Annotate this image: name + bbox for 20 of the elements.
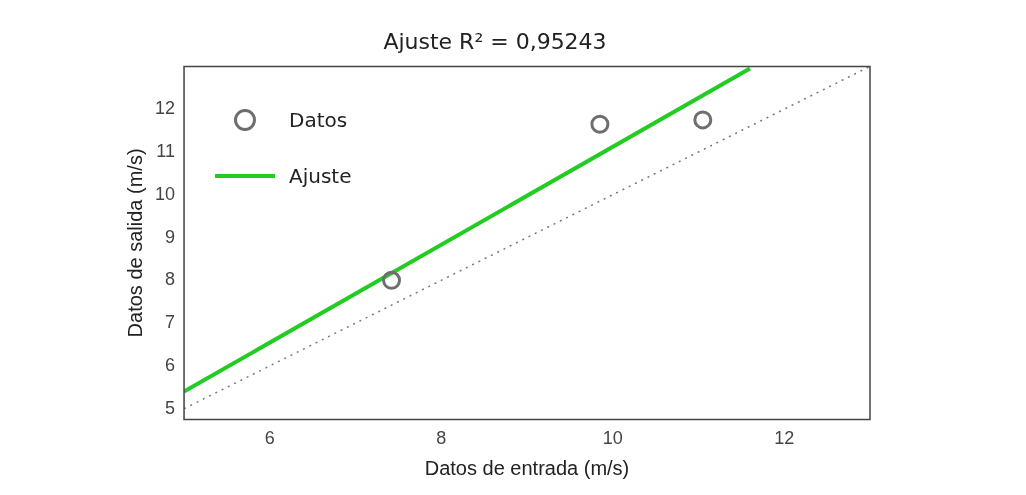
legend-label: Datos	[289, 108, 348, 132]
y-tick-label: 9	[165, 226, 176, 247]
y-tick-label: 8	[165, 269, 176, 290]
legend-label: Ajuste	[289, 164, 352, 188]
y-tick-label: 7	[165, 312, 176, 333]
chart-title: Ajuste R² = 0,95243	[383, 28, 607, 54]
y-tick-label: 11	[156, 140, 176, 161]
y-tick-label: 5	[165, 397, 176, 418]
point	[693, 110, 713, 130]
x-tick-label: 8	[436, 428, 447, 449]
point	[382, 270, 402, 290]
point	[590, 114, 610, 134]
y-tick-label: 10	[154, 183, 176, 204]
x-tick-label: 12	[774, 428, 795, 449]
y-axis-title: Datos de salida (m/s)	[123, 148, 146, 338]
y-tick-label: 12	[154, 98, 176, 119]
y-tick-label: 6	[165, 354, 176, 375]
x-tick-label: 10	[602, 428, 623, 449]
x-axis-title: Datos de entrada (m/s)	[424, 456, 630, 479]
x-tick-label: 6	[264, 428, 275, 449]
